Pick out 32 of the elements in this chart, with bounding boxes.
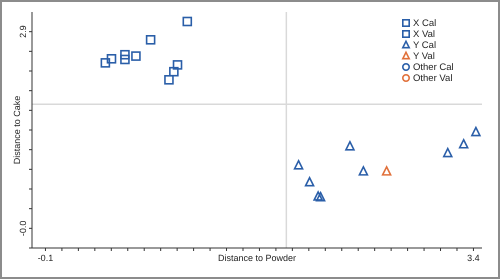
point — [146, 35, 156, 45]
point — [313, 191, 323, 201]
point — [471, 126, 481, 136]
point — [164, 75, 174, 85]
point — [120, 54, 130, 64]
y-axis-title: Distance to Cake — [12, 96, 22, 164]
point — [304, 176, 314, 187]
point — [458, 138, 468, 149]
legend-label: Y Val — [413, 51, 435, 62]
point — [172, 60, 182, 70]
y-tick-label: 2.9 — [18, 25, 28, 38]
point — [294, 160, 304, 170]
y-tick-label: -0.0 — [18, 220, 28, 236]
point — [120, 50, 130, 60]
legend-label: X Val — [413, 29, 436, 40]
point — [169, 66, 179, 76]
point — [358, 166, 368, 176]
legend-label: Other Cal — [413, 62, 454, 73]
legend-label: X Cal — [413, 18, 436, 29]
point — [345, 140, 355, 151]
x-axis-title: Distance to Powder — [218, 253, 296, 263]
point — [442, 148, 453, 158]
point — [382, 166, 392, 176]
point — [131, 51, 141, 61]
x-tick-label: 3.4 — [467, 253, 480, 263]
point — [100, 58, 110, 68]
legend-label: Y Cal — [413, 40, 436, 51]
point — [106, 54, 116, 64]
point — [316, 192, 326, 202]
x-tick-label: -0.1 — [38, 253, 54, 263]
legend-label: Other Val — [413, 73, 452, 84]
point — [182, 16, 192, 26]
